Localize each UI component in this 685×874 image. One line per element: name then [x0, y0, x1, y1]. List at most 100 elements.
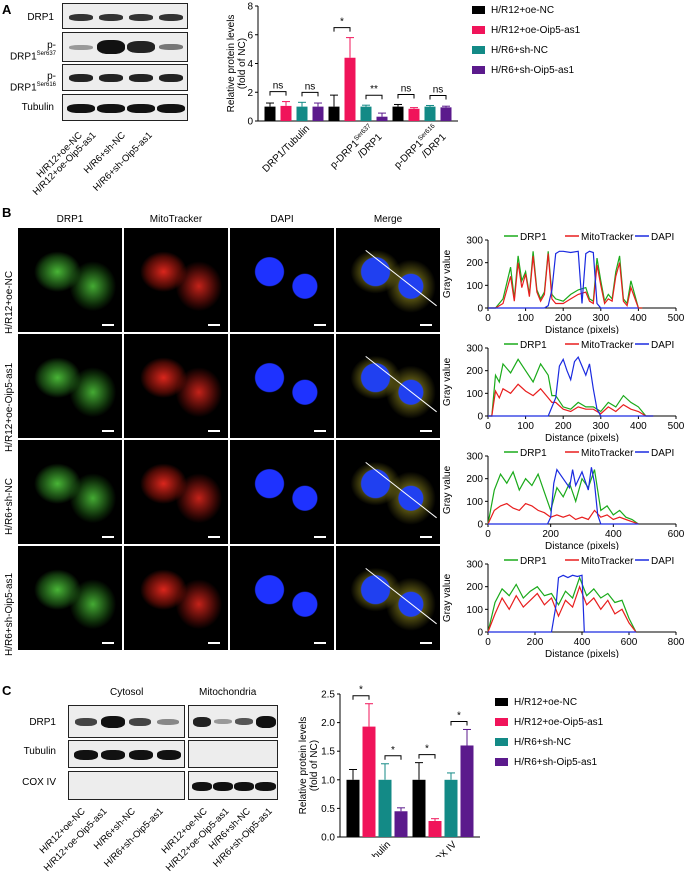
x-tick-label: 100 — [517, 313, 534, 324]
x-tick-label: 0 — [485, 637, 491, 648]
x-tick-label: 600 — [668, 529, 685, 540]
significance-label: ns — [401, 83, 412, 94]
line-profile-oe-nc: 0 100 200 300 0 100 200 300 400 500 Gray value Dist… — [442, 232, 685, 334]
x-tick-label: 400 — [630, 313, 647, 324]
x-tick-label: 100 — [517, 421, 534, 432]
scale-bar — [314, 430, 326, 432]
scale-bar — [208, 430, 220, 432]
blot-p-drp1-ser616 — [62, 64, 188, 91]
y-axis-title: Gray value — [442, 573, 453, 622]
scale-bar — [314, 536, 326, 538]
bar — [296, 106, 308, 121]
blot-label-tubulin-c: Tubulin — [23, 746, 56, 757]
bar — [394, 811, 408, 837]
legend-swatch — [495, 758, 508, 767]
x-tick-label: 200 — [555, 313, 572, 324]
column-header-dapi: DAPI — [270, 214, 294, 225]
bar — [344, 57, 356, 121]
series-line-mitotracker — [488, 383, 654, 417]
x-tick-label: 600 — [621, 637, 638, 648]
micrograph-drp1 — [18, 334, 122, 438]
fraction-header-mitochondria: Mitochondria — [199, 687, 257, 698]
micrograph-merge — [336, 228, 440, 332]
series-line-drp1 — [487, 469, 639, 525]
significance-bracket — [301, 91, 319, 97]
series-line-dapi — [488, 355, 654, 417]
blot-tubulin — [62, 94, 188, 121]
series-line-drp1 — [488, 251, 643, 309]
x-tick-label: 200 — [542, 529, 559, 540]
legend-item: H/R6+sh-Oip5-as1 — [472, 65, 574, 76]
legend-swatch — [472, 26, 485, 35]
blot-drp1 — [62, 3, 188, 29]
legend-swatch — [495, 738, 508, 747]
panel-c-bar-chart: 0.0 0.5 1.0 1.5 2.0 2.5 Relative protein level… — [298, 685, 480, 857]
y-axis-title: Gray value — [442, 465, 453, 514]
blot-drp1-cytosol — [68, 705, 185, 738]
row-label: H/R12+oe-NC — [4, 270, 15, 334]
micrograph-merge — [336, 334, 440, 438]
micrograph-merge — [336, 546, 440, 650]
scale-bar — [420, 536, 432, 538]
legend-swatch — [472, 66, 485, 75]
legend-item: H/R12+oe-NC — [472, 5, 554, 16]
bar — [428, 820, 442, 837]
significance-bracket — [418, 754, 436, 759]
legend-swatch — [495, 698, 508, 707]
bar — [392, 106, 404, 121]
blot-p-drp1-ser637 — [62, 32, 188, 62]
x-axis-title: Distance (pixels) — [545, 325, 619, 334]
significance-label: * — [340, 17, 344, 28]
legend-item: H/R12+oe-NC — [495, 697, 577, 708]
series-line-drp1 — [487, 575, 637, 633]
blot-cox-iv-cytosol — [68, 771, 185, 800]
series-line-mitotracker — [488, 253, 643, 309]
x-category-label: p-DRP1Ser616/DRP1 — [392, 122, 449, 171]
line-scan-path — [365, 356, 437, 413]
column-header-drp1: DRP1 — [56, 214, 84, 225]
y-tick-label: 0.5 — [321, 804, 335, 815]
y-tick-label: 100 — [466, 389, 483, 400]
y-tick-label: 1.0 — [321, 775, 335, 786]
y-tick-label: 0 — [477, 412, 483, 423]
significance-label: * — [457, 710, 461, 721]
micrograph-drp1 — [18, 440, 122, 544]
x-category-label: DRP1/Tubulin — [342, 839, 394, 857]
y-tick-label: 200 — [466, 258, 483, 269]
column-header-merge: Merge — [373, 214, 403, 225]
line-scan-path — [365, 250, 437, 307]
panel-letter-c: C — [2, 683, 12, 698]
micrograph-mitotracker — [124, 546, 228, 650]
y-axis-title: Relative protein levels — [298, 717, 309, 815]
legend-label: DAPI — [651, 556, 674, 567]
micrograph-merge — [336, 440, 440, 544]
blot-label-cox-iv-c: COX IV — [22, 777, 56, 788]
legend-item: H/R6+sh-NC — [495, 737, 571, 748]
legend-item: H/R6+sh-NC — [472, 45, 548, 56]
series-line-dapi — [488, 467, 639, 525]
blot-tubulin-cytosol — [68, 740, 185, 768]
y-tick-label: 2.0 — [321, 718, 335, 729]
micrograph-dapi — [230, 546, 334, 650]
blot-label-drp1: DRP1 — [27, 12, 54, 23]
scale-bar — [102, 324, 114, 326]
significance-bracket — [333, 27, 351, 32]
line-scan-path — [365, 462, 437, 519]
y-axis-title: Gray value — [442, 249, 453, 298]
legend-label: DAPI — [651, 448, 674, 459]
x-axis-title: Distance (pixels) — [545, 433, 619, 442]
x-category-label: DRP1/COX IV — [407, 839, 460, 857]
bar — [280, 105, 292, 121]
y-tick-label: 100 — [466, 605, 483, 616]
blot-drp1-mito — [188, 705, 278, 738]
micrograph-dapi — [230, 334, 334, 438]
scale-bar — [102, 642, 114, 644]
micrograph-drp1 — [18, 228, 122, 332]
bar — [360, 106, 372, 121]
blot-label-tubulin: Tubulin — [21, 102, 54, 113]
series-line-dapi — [488, 574, 636, 633]
scale-bar — [102, 430, 114, 432]
y-tick-label: 300 — [466, 236, 483, 247]
panel-letter-a: A — [2, 2, 12, 17]
significance-label: ns — [433, 84, 444, 95]
